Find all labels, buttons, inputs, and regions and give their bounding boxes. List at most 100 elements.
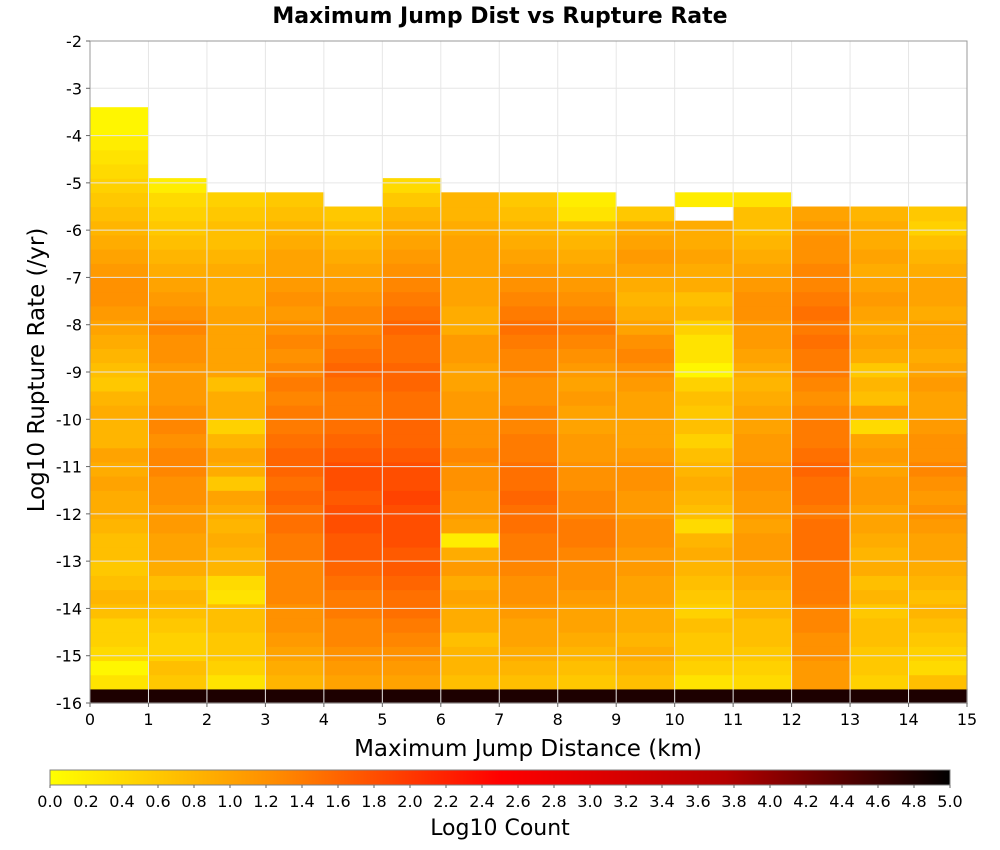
heatmap-cell — [616, 348, 676, 364]
heatmap-cell — [791, 688, 851, 704]
heatmap-cell — [908, 490, 968, 505]
heatmap-cell — [90, 121, 150, 137]
heatmap-cell — [499, 518, 559, 534]
heatmap-cell — [791, 546, 851, 562]
heatmap-cell — [265, 206, 325, 222]
colorbar-tick-label: 5.0 — [937, 792, 962, 811]
heatmap-cell — [440, 575, 500, 591]
heatmap-cell — [265, 220, 325, 236]
heatmap-cell — [382, 461, 442, 477]
heatmap-cell — [382, 617, 442, 633]
heatmap-cell — [148, 234, 208, 250]
heatmap-cell — [499, 688, 559, 704]
colorbar-tick-label: 0.8 — [181, 792, 206, 811]
heatmap-cell — [323, 348, 383, 364]
heatmap-cell — [323, 305, 383, 321]
heatmap-cell — [90, 390, 150, 406]
heatmap-cell — [616, 660, 676, 676]
heatmap-cell — [616, 632, 676, 647]
heatmap-cell — [90, 206, 150, 222]
colorbar-tick-label: 0.2 — [73, 792, 98, 811]
heatmap-cell — [206, 646, 266, 662]
x-tick-label: 14 — [898, 710, 918, 729]
heatmap-cell — [850, 376, 910, 392]
heatmap-cell — [265, 319, 325, 335]
heatmap-cell — [616, 532, 676, 548]
colorbar-tick-label: 0.0 — [37, 792, 62, 811]
heatmap-cell — [206, 348, 266, 364]
heatmap-cell — [499, 220, 559, 236]
heatmap-cell — [148, 263, 208, 279]
heatmap-cell — [908, 362, 968, 378]
heatmap-cell — [382, 263, 442, 279]
colorbar-tick-label: 1.8 — [361, 792, 386, 811]
heatmap-cell — [323, 334, 383, 349]
heatmap-cell — [674, 348, 734, 364]
heatmap-cell — [323, 603, 383, 619]
heatmap-cell — [323, 461, 383, 477]
grid-lines — [89, 40, 968, 704]
heatmap-cell — [440, 674, 500, 690]
heatmap-cell — [90, 135, 150, 151]
x-tick-label: 13 — [840, 710, 860, 729]
heatmap-cell — [206, 220, 266, 236]
heatmap-cell — [850, 632, 910, 647]
heatmap-cell — [733, 249, 793, 264]
heatmap-cell — [908, 461, 968, 477]
heatmap-cell — [616, 490, 676, 505]
heatmap-cell — [323, 390, 383, 406]
colorbar-tick-label: 0.6 — [145, 792, 170, 811]
heatmap-cell — [674, 405, 734, 420]
heatmap-cell — [148, 646, 208, 662]
heatmap-cell — [90, 107, 150, 122]
heatmap-cell — [90, 178, 150, 193]
heatmap-cell — [850, 319, 910, 335]
heatmap-cell — [499, 476, 559, 491]
heatmap-cell — [499, 561, 559, 576]
heatmap-cell — [440, 234, 500, 250]
heatmap-cell — [616, 362, 676, 378]
heatmap-cell — [674, 476, 734, 491]
y-axis-ticks: -2 -3 -4 -5 -6 -7 -8 -9 -10 -11 -12 -13 -14 -15 -16 — [56, 32, 90, 713]
heatmap-cell — [616, 220, 676, 236]
heatmap-cell — [440, 206, 500, 222]
colorbar-gradient — [49, 769, 951, 786]
heatmap-cell — [382, 490, 442, 505]
heatmap-cell — [850, 461, 910, 477]
heatmap-cell — [499, 390, 559, 406]
heatmap-cell — [616, 277, 676, 293]
heatmap-cell — [323, 263, 383, 279]
heatmap-cell — [206, 249, 266, 264]
heatmap-cell — [265, 546, 325, 562]
heatmap-cell — [908, 249, 968, 264]
x-tick-label: 7 — [494, 710, 504, 729]
colorbar-label: Log10 Count — [430, 816, 570, 841]
heatmap-cell — [206, 632, 266, 647]
heatmap-cell — [791, 405, 851, 420]
heatmap-cell — [850, 419, 910, 435]
heatmap-cell — [265, 263, 325, 279]
colorbar-tick-label: 2.2 — [433, 792, 458, 811]
heatmap-cell — [850, 674, 910, 690]
heatmap-cell — [148, 178, 208, 193]
heatmap-cell — [733, 319, 793, 335]
heatmap-cell — [674, 688, 734, 704]
heatmap-cell — [733, 234, 793, 250]
heatmap-cell — [323, 518, 383, 534]
heatmap-cell — [616, 433, 676, 449]
heatmap-cell — [733, 291, 793, 307]
heatmap-cell — [616, 334, 676, 349]
colorbar-tick-label: 1.0 — [217, 792, 242, 811]
heatmap-cell — [323, 206, 383, 222]
heatmap-cell — [850, 362, 910, 378]
heatmap-cell — [323, 277, 383, 293]
heatmap-cell — [265, 390, 325, 406]
heatmap-cell — [265, 234, 325, 250]
heatmap-cell — [733, 688, 793, 704]
colorbar-tick-label: 3.2 — [613, 792, 638, 811]
heatmap-cell — [557, 192, 617, 208]
heatmap-cell — [90, 546, 150, 562]
heatmap-cell — [499, 206, 559, 222]
heatmap-cell — [791, 249, 851, 264]
